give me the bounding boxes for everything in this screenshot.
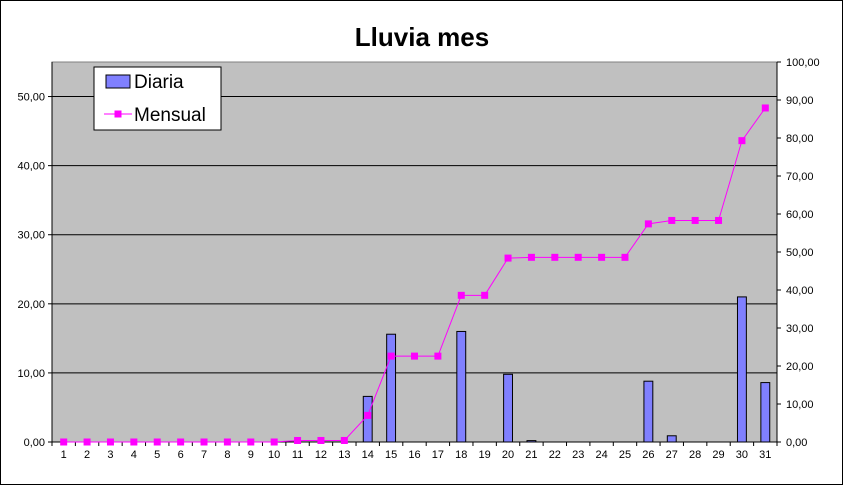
point-mensual — [434, 352, 442, 360]
point-mensual — [247, 438, 255, 446]
legend-swatch-diaria — [105, 74, 131, 89]
x-axis-tick-label: 14 — [362, 449, 374, 461]
x-axis-tick-label: 19 — [479, 449, 491, 461]
left-axis-tick-label: 20,00 — [17, 299, 45, 311]
bar-diaria — [456, 330, 467, 443]
x-axis-tick-label: 21 — [525, 449, 537, 461]
x-axis-tick-label: 29 — [712, 449, 724, 461]
bar-diaria — [736, 296, 747, 443]
point-mensual — [177, 438, 185, 446]
right-axis-tick-label: 60,00 — [786, 209, 814, 221]
point-mensual — [738, 137, 746, 145]
bar-diaria — [666, 435, 677, 443]
left-axis-tick-label: 0,00 — [24, 437, 45, 449]
point-mensual — [83, 438, 91, 446]
bar-diaria — [526, 440, 537, 443]
x-axis-tick-label: 27 — [666, 449, 678, 461]
x-axis-tick-label: 9 — [248, 449, 254, 461]
x-axis-tick-label: 7 — [201, 449, 207, 461]
x-axis-tick-label: 10 — [268, 449, 280, 461]
bar-diaria — [503, 373, 513, 443]
x-axis-tick-label: 12 — [315, 449, 327, 461]
point-mensual — [387, 352, 395, 360]
left-axis-tick-label: 10,00 — [17, 368, 45, 380]
right-axis-tick-label: 50,00 — [786, 247, 814, 259]
bar-diaria — [760, 382, 771, 443]
point-mensual — [504, 254, 512, 262]
point-mensual — [551, 253, 559, 261]
right-axis-tick-label: 80,00 — [786, 133, 814, 145]
x-axis-tick-label: 5 — [154, 449, 160, 461]
right-axis-tick-label: 70,00 — [786, 171, 814, 183]
x-axis-tick-label: 22 — [549, 449, 561, 461]
x-axis-tick-label: 1 — [61, 449, 67, 461]
x-axis-tick-label: 28 — [689, 449, 701, 461]
point-mensual — [574, 253, 582, 261]
x-axis-tick-label: 18 — [455, 449, 467, 461]
point-mensual — [598, 253, 606, 261]
right-axis-tick-label: 10,00 — [786, 399, 814, 411]
point-mensual — [691, 216, 699, 224]
point-mensual — [364, 411, 372, 419]
right-axis-tick-label: 20,00 — [786, 361, 814, 373]
bar-diaria — [643, 380, 654, 443]
chart-title: Lluvia mes — [355, 22, 489, 52]
point-mensual — [621, 253, 629, 261]
left-axis-tick-label: 40,00 — [17, 161, 45, 173]
right-axis-tick-label: 40,00 — [786, 285, 814, 297]
left-axis-tick-label: 50,00 — [17, 92, 45, 104]
legend-label-mensual: Mensual — [134, 105, 206, 126]
point-mensual — [153, 438, 161, 446]
x-axis-tick-label: 2 — [84, 449, 90, 461]
point-mensual — [106, 438, 114, 446]
x-axis-tick-label: 8 — [224, 449, 230, 461]
x-axis-tick-label: 11 — [292, 449, 303, 461]
left-axis-tick-label: 30,00 — [17, 230, 45, 242]
point-mensual — [270, 438, 278, 446]
right-axis-tick-label: 30,00 — [786, 323, 814, 335]
x-axis-tick-label: 6 — [178, 449, 184, 461]
point-mensual — [60, 438, 68, 446]
bar-diaria — [362, 395, 373, 443]
legend-marker-mensual — [114, 110, 122, 118]
right-axis-tick-label: 100,00 — [786, 57, 820, 69]
point-mensual — [130, 438, 138, 446]
point-mensual — [644, 220, 652, 228]
x-axis-tick-label: 24 — [595, 449, 607, 461]
bar-diaria — [386, 333, 397, 443]
legend-label-diaria: Diaria — [134, 72, 184, 93]
point-mensual — [715, 216, 723, 224]
point-mensual — [761, 104, 769, 112]
x-axis-tick-label: 20 — [502, 449, 514, 461]
point-mensual — [527, 253, 535, 261]
right-axis-tick-label: 0,00 — [786, 437, 807, 449]
point-mensual — [294, 436, 302, 444]
point-mensual — [317, 436, 325, 444]
x-axis-tick-label: 23 — [572, 449, 584, 461]
legend-box — [93, 66, 222, 131]
point-mensual — [340, 436, 348, 444]
point-mensual — [457, 291, 465, 299]
point-mensual — [200, 438, 208, 446]
right-axis-tick-label: 90,00 — [786, 95, 814, 107]
x-axis-tick-label: 3 — [107, 449, 113, 461]
x-axis-tick-label: 16 — [408, 449, 420, 461]
x-axis-tick-label: 25 — [619, 449, 631, 461]
point-mensual — [223, 438, 231, 446]
point-mensual — [668, 216, 676, 224]
x-axis-tick-label: 13 — [338, 449, 350, 461]
legend: Diaria Mensual — [93, 66, 222, 131]
x-axis-tick-label: 4 — [131, 449, 137, 461]
x-axis-tick-label: 15 — [385, 449, 397, 461]
point-mensual — [481, 291, 489, 299]
x-axis-tick-label: 30 — [736, 449, 748, 461]
point-mensual — [411, 352, 418, 360]
x-axis-tick-label: 26 — [642, 449, 654, 461]
x-axis-tick-label: 31 — [759, 449, 771, 461]
x-axis-tick-label: 17 — [432, 449, 444, 461]
